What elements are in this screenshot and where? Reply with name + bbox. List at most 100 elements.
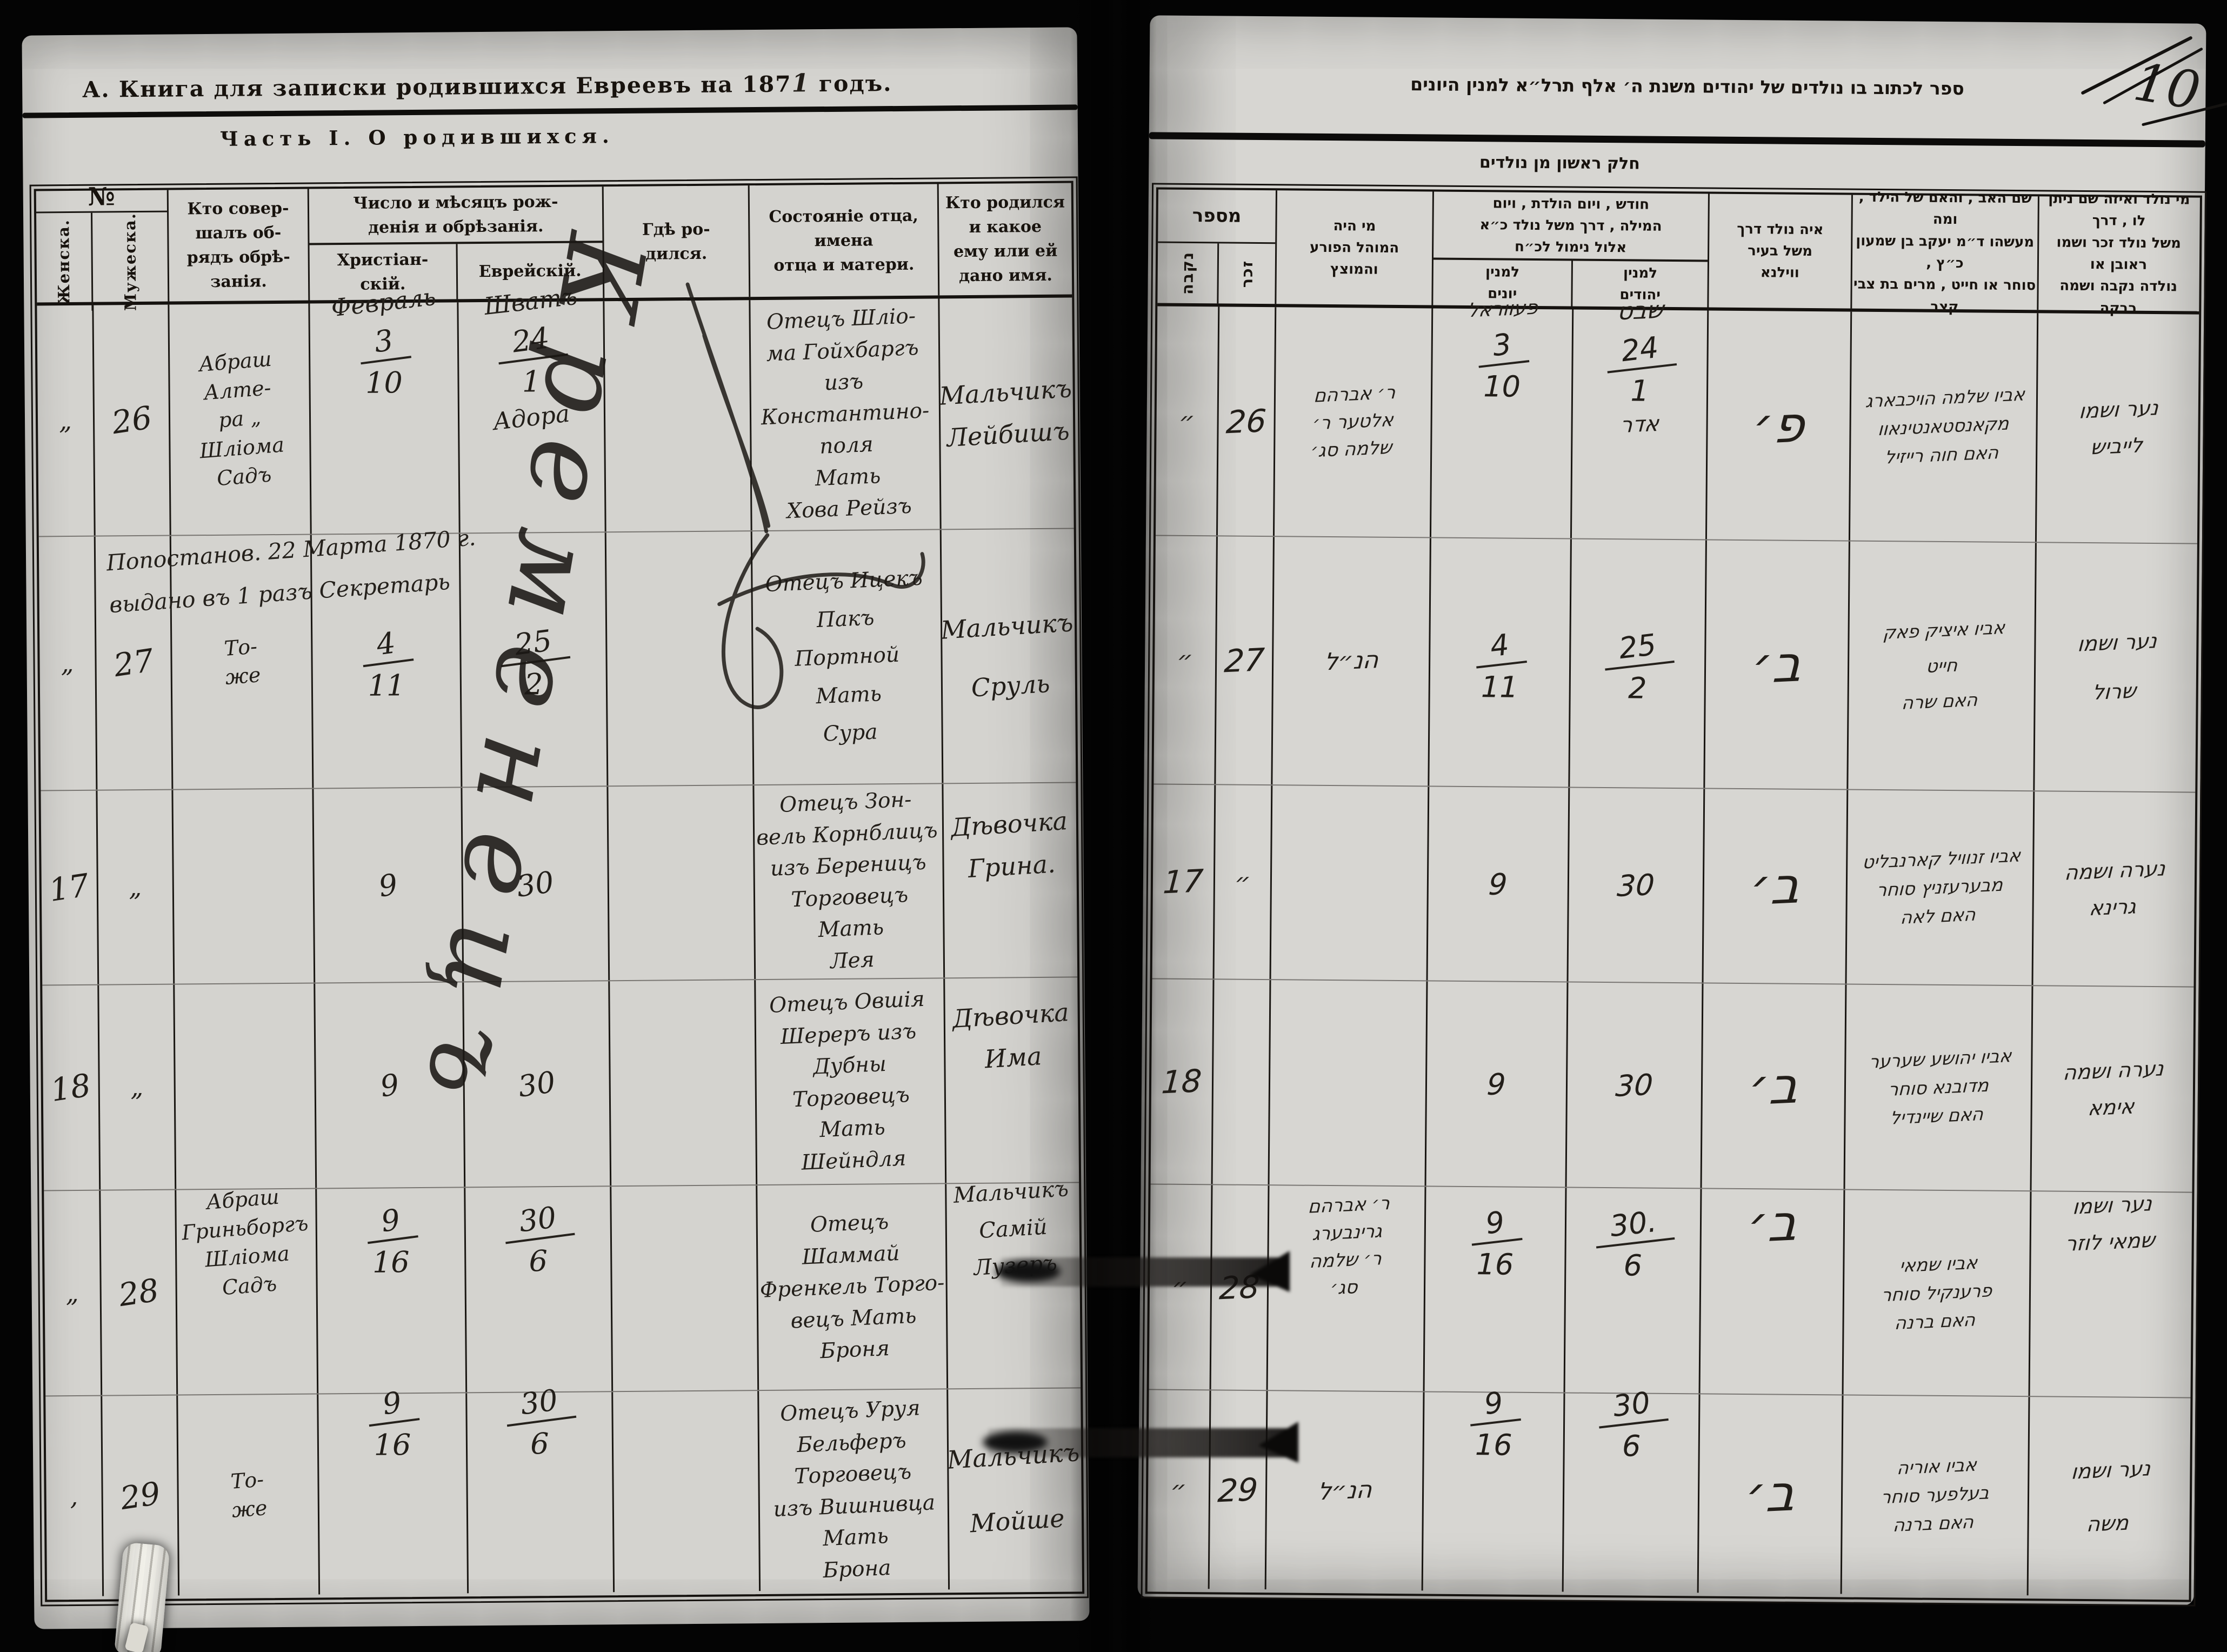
entry-number: 29 (1216, 1470, 1259, 1509)
date-day: 3 (356, 321, 412, 365)
jewish-date-cell: 30 (1568, 788, 1705, 983)
left-part-title: Часть I. О родившихся. (219, 124, 615, 151)
date-day2: 10 (1483, 369, 1521, 404)
female-number-cell: „ (37, 305, 96, 536)
child-entry: נערה ושמה גרינא (2064, 856, 2166, 921)
entry-number: 27 (1223, 641, 1266, 680)
male-number-cell: 26 (94, 304, 171, 536)
male-header: זכר (1237, 259, 1257, 288)
female-number-cell: 18 (42, 985, 101, 1190)
christian-date-cell: 9 (315, 982, 466, 1188)
circumciser-cell (173, 789, 316, 984)
right-page-title: ספר לכתוב בו נולדים של יהודים משנת ה׳ אל… (1410, 74, 1964, 99)
date-day: 3 (1475, 325, 1530, 368)
birthplace-cell: ב׳ (1705, 540, 1850, 789)
ink-flag (1250, 1251, 1290, 1292)
male-number-cell: „ (99, 984, 177, 1190)
jewish-date-cell: Шватъ 24 1 Адора (458, 283, 606, 533)
mohel-entry: הנ״ל (1323, 646, 1379, 676)
parents-header: שם האב , והאם של הילד , ומה מעשהו ד״מ יע… (1853, 189, 2036, 315)
father-header-cell: Состояніе отца, имена отца и матери. (749, 184, 940, 297)
greek-date-cell: 9 (1426, 981, 1569, 1187)
female-header-cell: נקבה (1157, 243, 1219, 304)
mohel-entry: הנ״ל (1316, 1475, 1373, 1506)
entry-number: 26 (109, 399, 155, 442)
christian-date-cell: Февраль 3 10 (310, 283, 461, 534)
birthplace-cell: ב׳ (1700, 1189, 1845, 1395)
male-number-cell: 26 (1217, 307, 1277, 536)
jewish-date-cell: 25 2 (1570, 539, 1707, 788)
child-entry: Дѣвочка Грина. (950, 806, 1068, 884)
parents-cell: אביו יהושע שערער מדובנא סוחר האם שיינדיל (1845, 984, 2033, 1191)
birthplace-cell: ב׳ (1703, 789, 1849, 984)
date-fraction: 25 2 (1601, 625, 1675, 705)
date-day2: 2 (524, 667, 543, 702)
date-day: 9 (1486, 1067, 1507, 1102)
dates-header-cell: Число и мѣсяцъ рож- денія и обрѣзанія. Х… (309, 186, 605, 301)
ditto-mark: ״ (1176, 645, 1194, 675)
date-fraction: 9 16 (1466, 1383, 1522, 1462)
date-day: 30. (1592, 1202, 1675, 1249)
date-day: 24 (494, 318, 568, 365)
date-fraction: 24 1 (1603, 328, 1677, 408)
right-page-subtitle: חלק ראשון מן נולדים (1479, 153, 1640, 174)
birthplace-cell: ב׳ (1698, 1394, 1844, 1594)
ditto-mark: „ (130, 1073, 144, 1102)
child-name-cell: Дѣвочка Има (945, 977, 1079, 1183)
mohel-cell: ר׳ אברהם גרינבערג ר׳ שלמה סג׳ (1268, 1185, 1426, 1391)
date-fraction: 4 11 (358, 623, 414, 703)
child-name-cell: נערה ושמה גרינא (2033, 791, 2194, 986)
entry-number: 17 (46, 867, 92, 909)
ink-blob (983, 1431, 1048, 1453)
birthplace-cell (608, 785, 756, 981)
female-number-cell: ‚ (45, 1396, 104, 1597)
jewish-date-cell: 30 6 (465, 1187, 614, 1393)
christian-date-cell: 9 (314, 788, 464, 983)
date-day2: 11 (1481, 670, 1518, 704)
parents-entry: אביו יהושע שערער מדובנא סוחר האם שיינדיל (1868, 1044, 2012, 1128)
father-entry: Отецъ Ицекъ Пакъ Портной Мать Сура (764, 565, 923, 747)
month-extra: אדר (1619, 411, 1660, 438)
birthplace-cell: ב׳ (1702, 983, 1847, 1189)
mohel-entry: ר׳ אברהם גרינבערג ר׳ שלמה סג׳ (1307, 1193, 1391, 1300)
father-entry: Отецъ Шліо- ма Гойхбаргъ изъ Константино… (760, 304, 930, 524)
entry-number: 28 (116, 1271, 161, 1314)
parents-cell: אביו אוריה בעלפער סוחר האם ברנה (1842, 1395, 2030, 1596)
female-number-cell: ״ (1147, 1390, 1211, 1589)
date-day: 9 (376, 867, 400, 904)
child-header: מי נולד ואיזה שם ניתן לו , דרך משל נולד … (2048, 190, 2190, 317)
child-header-cell: Кто родился и какое ему или ей дано имя. (939, 183, 1072, 295)
date-day2: 6 (529, 1244, 548, 1278)
birthplace-cell (604, 300, 752, 532)
mohel-cell (1271, 785, 1430, 981)
greek-date-cell: פעווראל 3 10 (1431, 297, 1574, 538)
mohel-entry: ר׳ אברהם אלטער ר׳ שלמה סג׳ (1310, 382, 1397, 462)
mohel-cell: הנ״ל (1272, 537, 1431, 786)
parents-cell: אביו זנוויל קארנבליט מבערעזניץ סוחר האם … (1846, 790, 2035, 985)
child-name-cell: Дѣвочка Грина. (943, 783, 1077, 977)
horizontal-rule (1149, 132, 2205, 148)
mohel-cell: ר׳ אברהם אלטער ר׳ שלמה סג׳ (1274, 307, 1433, 537)
male-header-cell: זכר (1219, 243, 1275, 304)
circumciser-header-cell: Кто совер- шалъ об- рядъ обрѣ- занія. (168, 189, 310, 302)
left-table: № Женска. Мужеска. Кто совер- шалъ об- р… (34, 181, 1085, 1602)
number-header: מספר (1158, 189, 1276, 244)
parents-entry: אביו איציק פאק חייט האם שרה (1882, 617, 2006, 714)
jewish-date-cell: 30 (1566, 982, 1704, 1188)
ink-blob (996, 1261, 1061, 1282)
table-row: ״ 29 הנ״ל 9 16 30 6 ב׳ אביו אוריה בעלפער ס… (1147, 1383, 2191, 1596)
table-row: 17 „ 9 30 Отецъ Зон- вель Корнблицъ изъ … (41, 783, 1078, 986)
date-day2: 6 (1623, 1248, 1643, 1283)
ditto-mark: ״ (1169, 1474, 1188, 1504)
circumciser-cell: То- же (178, 1394, 321, 1596)
greek-date-cell: 4 11 (1429, 538, 1572, 787)
father-entry: Отецъ Уруя Бельферъ Торговецъ изъ Вишнив… (772, 1395, 936, 1583)
male-header-cell: Мужеска. (92, 212, 168, 311)
sex-subheaders: Женска. Мужеска. (36, 212, 168, 311)
child-name-cell: נער ושמו משה (2029, 1397, 2190, 1596)
christian-date-cell: 9 16 (318, 1383, 469, 1595)
circumciser-entry: Абраш Алте- ра „ Шліома Садъ (198, 347, 285, 490)
male-header: Мужеска. (120, 212, 140, 311)
handwritten-year-digit: 1 (791, 68, 810, 98)
